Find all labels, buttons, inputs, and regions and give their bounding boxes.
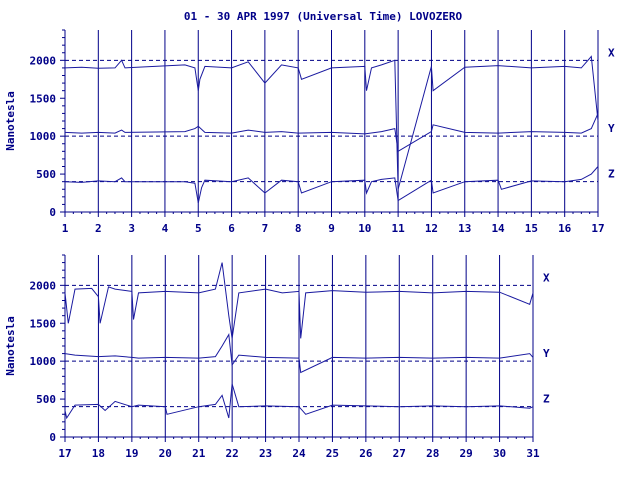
x-tick-label: 2: [95, 222, 102, 235]
series-z-line: [64, 383, 534, 420]
x-tick-label: 28: [426, 447, 439, 460]
y-tick-label: 0: [49, 431, 56, 444]
x-tick-label: 7: [262, 222, 269, 235]
x-tick-label: 19: [125, 447, 138, 460]
series-y-line: [64, 113, 599, 153]
series-x-line: [64, 55, 599, 190]
x-tick-label: 4: [162, 222, 169, 235]
y-tick-label: 2000: [30, 279, 57, 292]
x-tick-label: 6: [228, 222, 235, 235]
y-tick-label: 1000: [30, 130, 57, 143]
x-tick-label: 29: [460, 447, 473, 460]
x-tick-label: 26: [359, 447, 373, 460]
x-tick-label: 8: [295, 222, 302, 235]
x-tick-label: 15: [525, 222, 538, 235]
panel-bottom: 17 18 19 20 21 22 23 24 25 26 27 28 29 30 31 0 500 1000 15…: [4, 254, 550, 460]
y-tick-label: 1000: [30, 355, 57, 368]
series-x-line: [64, 262, 534, 339]
y-tick-label: 500: [36, 168, 56, 181]
y-tick-label: 1500: [30, 92, 57, 105]
x-tick-label: 16: [558, 222, 572, 235]
y-axis-label: Nanotesla: [4, 91, 17, 151]
x-tick-label: 14: [491, 222, 505, 235]
y-tick-label: 1500: [30, 317, 57, 330]
component-label-x: X: [608, 46, 615, 59]
y-tick-label: 500: [36, 393, 56, 406]
x-tick-label: 21: [192, 447, 206, 460]
x-tick-label: 23: [259, 447, 272, 460]
x-tick-label: 1: [62, 222, 69, 235]
x-tick-label: 27: [393, 447, 406, 460]
component-label-z: Z: [608, 168, 615, 181]
x-tick-label: 20: [159, 447, 172, 460]
x-tick-label: 18: [92, 447, 105, 460]
x-tick-label: 13: [458, 222, 471, 235]
x-tick-label: 31: [526, 447, 540, 460]
component-label-y: Y: [543, 347, 550, 360]
x-tick-label: 25: [326, 447, 339, 460]
x-tick-label: 9: [328, 222, 335, 235]
component-label-y: Y: [608, 122, 615, 135]
x-tick-label: 17: [58, 447, 71, 460]
x-tick-label: 5: [195, 222, 202, 235]
x-tick-label: 24: [292, 447, 306, 460]
y-axis-label: Nanotesla: [4, 316, 17, 376]
x-tick-label: 30: [493, 447, 506, 460]
panel-top: 1 2 3 4 5 6 7 8 9 10 11 12 13 14 15 16 17050010001500200…: [4, 29, 615, 235]
x-tick-label: 10: [358, 222, 371, 235]
x-tick-label: 3: [128, 222, 135, 235]
series-y-line: [64, 333, 534, 374]
x-tick-label: 17: [591, 222, 604, 235]
component-label-z: Z: [543, 393, 550, 406]
x-tick-label: 11: [392, 222, 406, 235]
y-tick-label: 0: [49, 206, 56, 219]
y-tick-label: 2000: [30, 54, 57, 67]
x-tick-label: 22: [226, 447, 239, 460]
component-label-x: X: [543, 271, 550, 284]
x-tick-label: 12: [425, 222, 438, 235]
chart-title: 01 - 30 APR 1997 (Universal Time) LOVOZE…: [184, 10, 463, 23]
series-z-line: [64, 166, 599, 204]
